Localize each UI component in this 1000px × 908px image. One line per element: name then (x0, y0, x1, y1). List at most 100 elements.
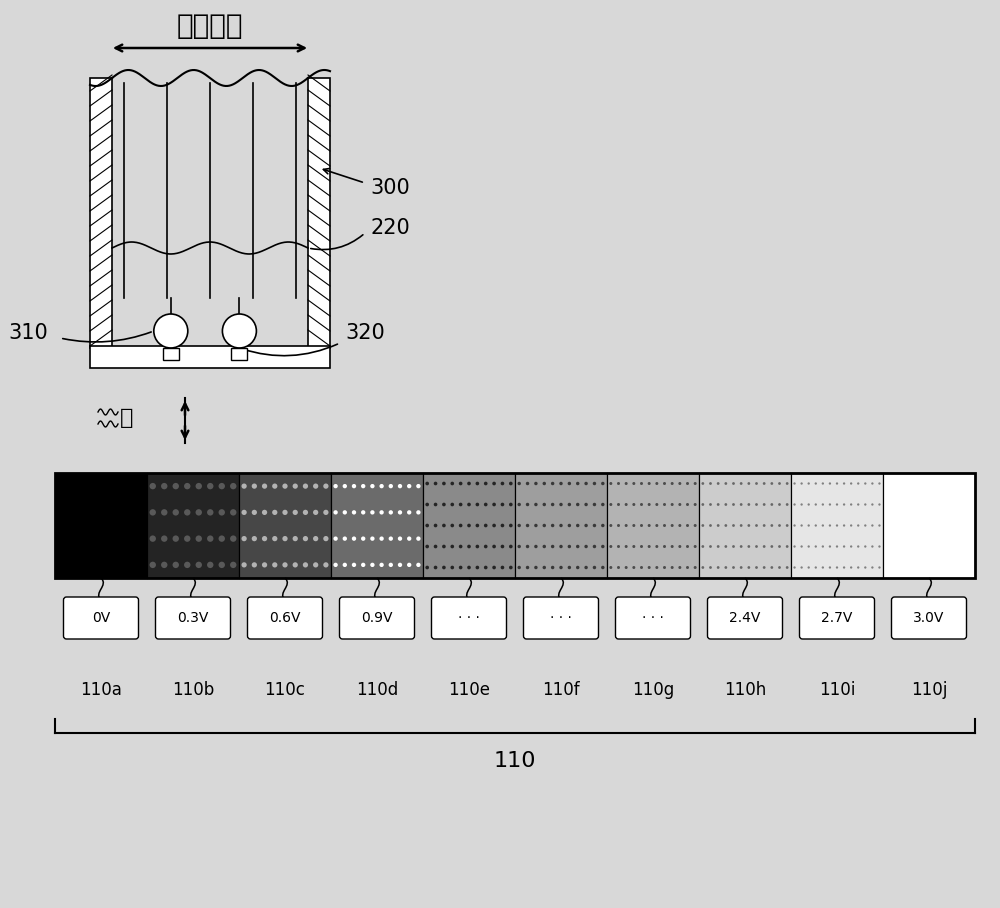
Circle shape (534, 503, 538, 507)
Circle shape (272, 562, 277, 568)
Circle shape (323, 483, 329, 489)
Circle shape (230, 483, 236, 489)
Circle shape (492, 545, 496, 548)
Circle shape (584, 566, 588, 569)
Circle shape (601, 545, 605, 548)
Circle shape (559, 482, 563, 485)
Circle shape (313, 483, 318, 489)
Circle shape (361, 484, 365, 489)
Circle shape (632, 482, 635, 485)
Circle shape (526, 503, 529, 507)
Circle shape (219, 483, 225, 489)
Circle shape (576, 524, 579, 528)
Circle shape (207, 509, 213, 516)
Circle shape (526, 482, 529, 485)
Circle shape (678, 503, 681, 506)
Circle shape (800, 503, 803, 506)
Circle shape (293, 509, 298, 515)
Circle shape (701, 524, 704, 527)
Circle shape (313, 536, 318, 541)
Circle shape (655, 503, 658, 506)
Circle shape (786, 524, 789, 527)
Circle shape (815, 567, 817, 568)
Circle shape (701, 482, 704, 485)
Circle shape (617, 503, 620, 506)
Circle shape (829, 567, 831, 568)
Circle shape (678, 566, 681, 569)
Bar (147, 473, 239, 578)
Circle shape (864, 503, 866, 506)
Circle shape (476, 545, 479, 548)
Circle shape (732, 524, 735, 527)
Circle shape (755, 524, 758, 527)
Circle shape (568, 503, 571, 507)
Circle shape (732, 503, 735, 506)
Circle shape (333, 563, 338, 568)
Circle shape (459, 503, 462, 507)
Circle shape (701, 503, 704, 506)
Circle shape (625, 503, 628, 506)
Circle shape (272, 509, 277, 515)
Circle shape (517, 503, 521, 507)
Text: 310: 310 (8, 323, 48, 343)
Circle shape (655, 482, 658, 485)
Circle shape (501, 503, 504, 507)
Circle shape (576, 545, 579, 548)
Circle shape (252, 509, 257, 515)
Circle shape (755, 545, 758, 548)
Circle shape (184, 536, 190, 542)
Circle shape (509, 545, 513, 548)
FancyBboxPatch shape (616, 597, 690, 639)
Circle shape (459, 524, 462, 528)
Circle shape (230, 509, 236, 516)
Circle shape (184, 562, 190, 568)
Circle shape (303, 562, 308, 568)
Circle shape (543, 545, 546, 548)
Circle shape (476, 503, 479, 507)
Circle shape (850, 503, 852, 506)
Text: 110a: 110a (80, 681, 122, 699)
Bar (231, 348, 247, 360)
FancyBboxPatch shape (340, 597, 415, 639)
Text: · · ·: · · · (550, 611, 572, 625)
Circle shape (793, 567, 796, 568)
Circle shape (786, 482, 789, 485)
Circle shape (576, 503, 579, 507)
Circle shape (568, 524, 571, 528)
Circle shape (655, 545, 658, 548)
Circle shape (584, 545, 588, 548)
Circle shape (800, 567, 803, 568)
Circle shape (293, 562, 298, 568)
Circle shape (425, 566, 429, 569)
Circle shape (663, 524, 666, 527)
Circle shape (857, 524, 859, 527)
Circle shape (484, 524, 488, 528)
Circle shape (609, 566, 612, 569)
Circle shape (593, 503, 596, 507)
Circle shape (173, 509, 179, 516)
Circle shape (640, 503, 643, 506)
Circle shape (793, 482, 796, 485)
Circle shape (459, 545, 462, 548)
Circle shape (323, 509, 329, 515)
Circle shape (717, 524, 720, 527)
Circle shape (161, 536, 167, 542)
Circle shape (778, 524, 781, 527)
Circle shape (617, 482, 620, 485)
Circle shape (671, 566, 674, 569)
Circle shape (617, 566, 620, 569)
Circle shape (241, 562, 247, 568)
Circle shape (450, 481, 454, 486)
Bar (607, 473, 699, 578)
Circle shape (379, 484, 384, 489)
Circle shape (442, 524, 446, 528)
Circle shape (864, 567, 866, 568)
Circle shape (450, 545, 454, 548)
Circle shape (625, 545, 628, 548)
Text: 110g: 110g (632, 681, 674, 699)
Circle shape (534, 566, 538, 569)
Circle shape (252, 536, 257, 541)
Circle shape (517, 482, 521, 485)
Circle shape (370, 510, 375, 515)
Circle shape (793, 524, 796, 527)
